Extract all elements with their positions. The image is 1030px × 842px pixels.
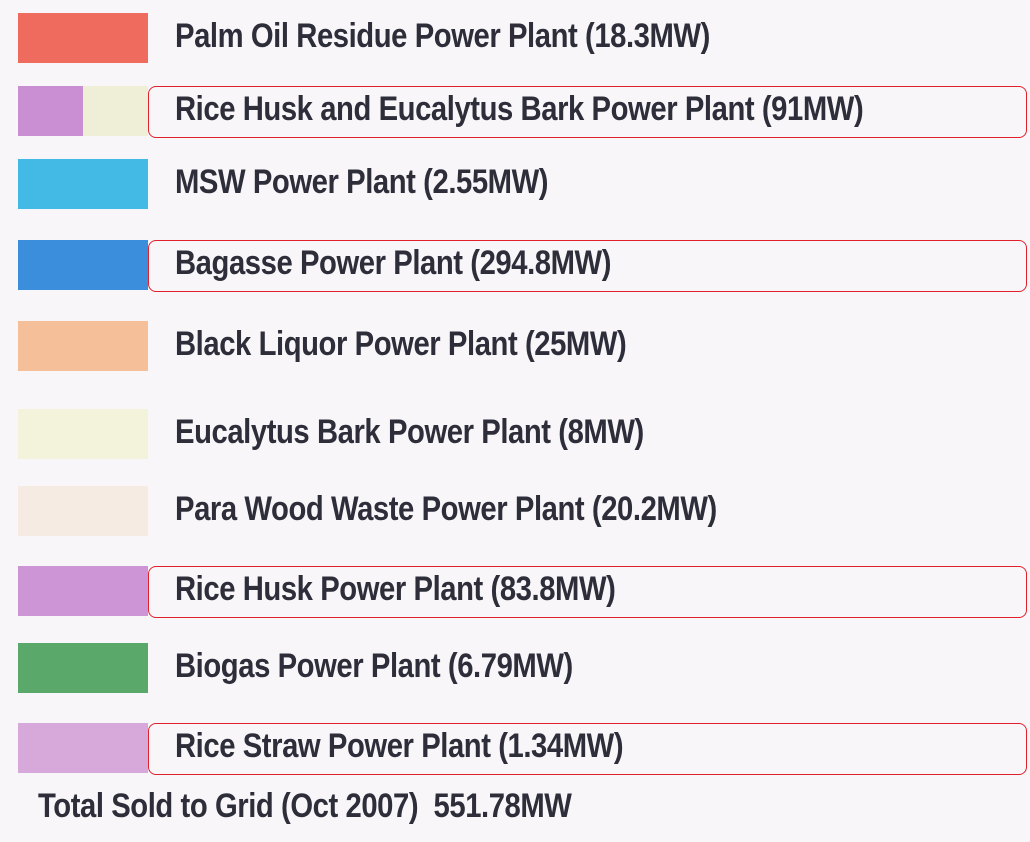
color-swatch <box>18 13 148 63</box>
swatch-part <box>18 409 148 459</box>
legend-label: Eucalytus Bark Power Plant (8MW) <box>175 413 644 451</box>
highlight-box <box>148 723 1027 775</box>
legend-label: Rice Husk and Eucalytus Bark Power Plant… <box>175 90 864 128</box>
swatch-part <box>18 159 148 209</box>
color-swatch <box>18 723 148 773</box>
legend-label: Biogas Power Plant (6.79MW) <box>175 647 573 685</box>
swatch-part <box>18 321 148 371</box>
legend-label: Rice Husk Power Plant (83.8MW) <box>175 570 616 608</box>
legend-label: Palm Oil Residue Power Plant (18.3MW) <box>175 17 710 55</box>
swatch-part <box>83 86 148 136</box>
swatch-part <box>18 643 148 693</box>
highlight-box <box>148 566 1027 618</box>
color-swatch <box>18 643 148 693</box>
color-swatch <box>18 321 148 371</box>
legend-label: Bagasse Power Plant (294.8MW) <box>175 244 612 282</box>
color-swatch <box>18 409 148 459</box>
swatch-part <box>18 486 148 536</box>
highlight-box <box>148 86 1027 138</box>
color-swatch <box>18 159 148 209</box>
color-swatch <box>18 486 148 536</box>
legend-label: MSW Power Plant (2.55MW) <box>175 163 549 201</box>
swatch-part <box>18 566 148 616</box>
legend-label: Black Liquor Power Plant (25MW) <box>175 325 627 363</box>
color-swatch <box>18 86 148 136</box>
swatch-part <box>18 13 148 63</box>
color-swatch <box>18 240 148 290</box>
highlight-box <box>148 240 1027 292</box>
swatch-part <box>18 723 148 773</box>
color-swatch <box>18 566 148 616</box>
total: Total Sold to Grid (Oct 2007) 551.78MW <box>38 787 572 825</box>
swatch-part <box>18 240 148 290</box>
legend-label: Rice Straw Power Plant (1.34MW) <box>175 727 624 765</box>
swatch-part <box>18 86 83 136</box>
legend-label: Para Wood Waste Power Plant (20.2MW) <box>175 490 717 528</box>
